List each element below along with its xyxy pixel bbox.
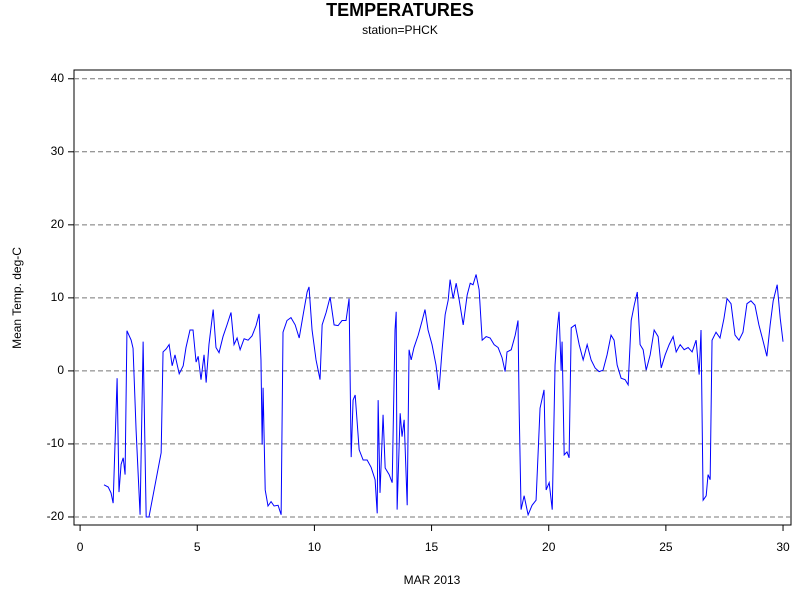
x-tick-label: 20 bbox=[542, 540, 556, 554]
y-tick-label: 10 bbox=[51, 290, 65, 304]
x-tick-label: 15 bbox=[425, 540, 439, 554]
x-tick-label: 10 bbox=[308, 540, 322, 554]
y-tick-label: 20 bbox=[51, 217, 65, 231]
x-tick-label: 5 bbox=[194, 540, 201, 554]
x-tick-label: 25 bbox=[659, 540, 673, 554]
chart-title: TEMPERATURES bbox=[326, 0, 474, 20]
data-line bbox=[103, 274, 784, 518]
y-tick-label: 30 bbox=[51, 144, 65, 158]
y-tick-label: 0 bbox=[57, 363, 64, 377]
x-tick-label: 0 bbox=[77, 540, 84, 554]
y-tick-label: -20 bbox=[47, 509, 65, 523]
y-axis-label: Mean Temp. deg-C bbox=[10, 247, 24, 349]
y-tick-label: 40 bbox=[51, 71, 65, 85]
x-axis-label: MAR 2013 bbox=[404, 573, 461, 587]
y-tick-label: -10 bbox=[47, 436, 65, 450]
chart-subtitle: station=PHCK bbox=[362, 23, 438, 37]
x-tick-label: 30 bbox=[776, 540, 790, 554]
